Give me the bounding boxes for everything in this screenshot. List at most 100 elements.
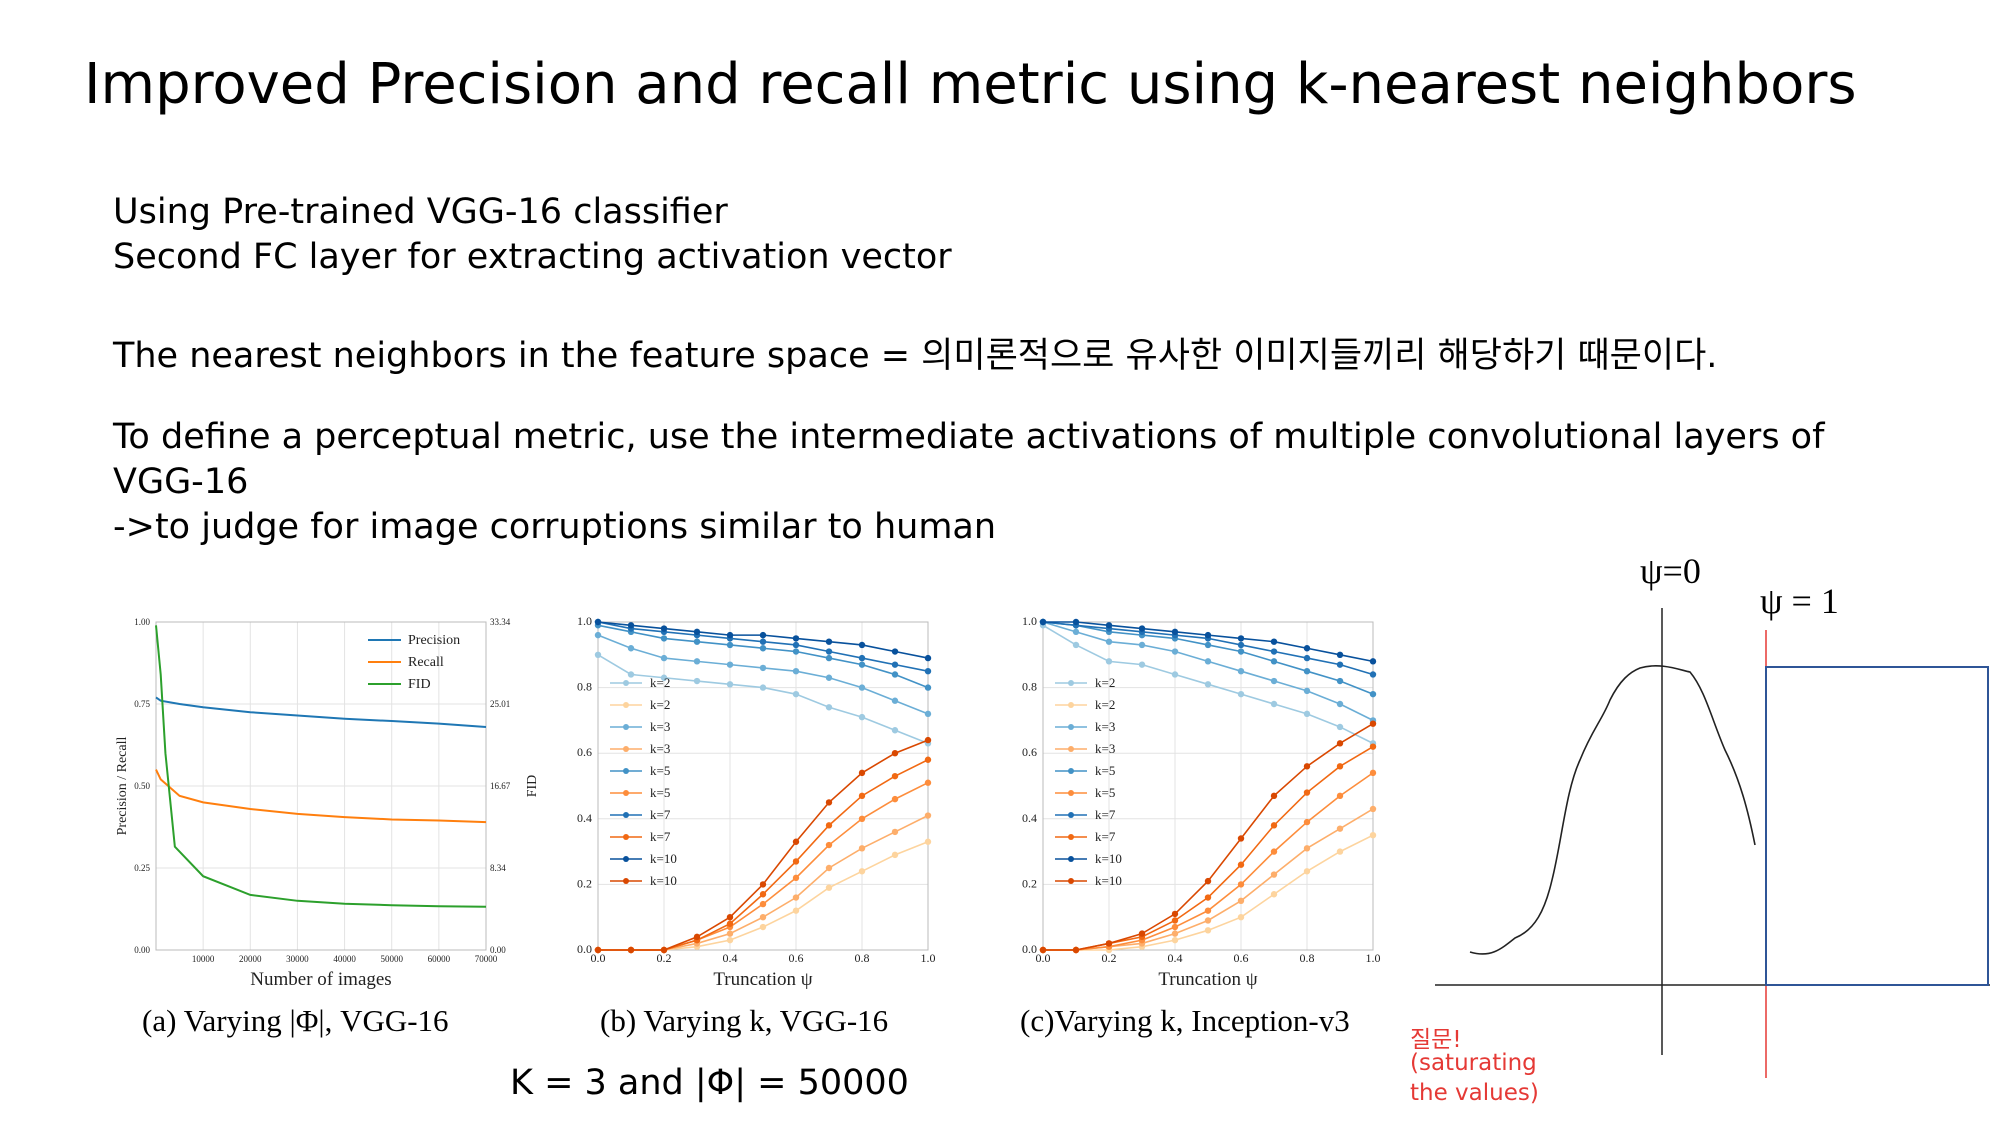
series-point	[1303, 687, 1311, 695]
series-point	[1171, 648, 1179, 655]
x-tick-label: 40000	[333, 954, 356, 964]
body-line-fc-layer: Second FC layer for extracting activatio…	[113, 237, 952, 277]
series-point	[693, 933, 701, 941]
x-tick-label: 20000	[239, 954, 262, 964]
y-tick-label: 0.4	[577, 811, 592, 825]
y2-tick-label: 8.34	[490, 863, 506, 873]
series-point	[1204, 894, 1212, 901]
body-line-judge: ->to judge for image corruptions similar…	[113, 507, 997, 547]
series-point	[1237, 881, 1245, 888]
x-tick-label: 50000	[380, 954, 403, 964]
series-point	[627, 671, 635, 678]
series-point	[792, 838, 800, 845]
series-point	[1270, 658, 1278, 665]
series-point	[1171, 671, 1179, 678]
series-point	[825, 864, 833, 872]
x-tick-label: 0.2	[1102, 951, 1117, 965]
legend-marker	[623, 878, 629, 884]
y-tick-label: 0.8	[577, 680, 592, 694]
series-point	[858, 792, 866, 800]
y-tick-label: 0.4	[1022, 811, 1037, 825]
series-point	[1237, 914, 1245, 921]
series-point	[1204, 641, 1212, 649]
series-point	[891, 671, 899, 678]
legend-marker	[1068, 702, 1074, 708]
series-point	[858, 661, 866, 668]
series-point	[759, 881, 767, 888]
series-point	[891, 697, 899, 704]
series-point	[693, 638, 701, 645]
series-point	[924, 654, 932, 662]
x-tick-label: 0.6	[1234, 951, 1249, 965]
series-point	[1105, 622, 1113, 629]
series-point	[924, 838, 932, 845]
series-point	[1237, 641, 1245, 649]
series-point	[1270, 677, 1278, 685]
series-point	[759, 684, 767, 691]
series-point	[1237, 861, 1245, 868]
series-point	[825, 638, 833, 645]
series-point	[1105, 940, 1113, 947]
legend-marker	[1068, 878, 1074, 884]
series-point	[1369, 690, 1377, 698]
series-point	[726, 661, 734, 668]
series-point	[693, 658, 701, 665]
series-point	[1369, 720, 1377, 727]
legend-marker	[623, 812, 629, 818]
series-point	[792, 648, 800, 655]
y2-tick-label: 16.67	[490, 781, 511, 791]
series-point	[1171, 910, 1179, 918]
legend-marker	[623, 702, 629, 708]
y-tick-label: 0.0	[1022, 942, 1037, 956]
series-point	[726, 920, 734, 927]
series-point	[759, 900, 767, 908]
y-tick-label: 1.0	[577, 614, 592, 628]
series-point	[759, 914, 767, 921]
x-tick-label: 1.0	[1366, 951, 1381, 965]
series-point	[1270, 648, 1278, 655]
series-point	[726, 641, 734, 649]
series-point	[1171, 628, 1179, 636]
x-tick-label: 0.4	[1168, 951, 1183, 965]
series-point	[792, 874, 800, 882]
y2-axis-label: FID	[525, 775, 540, 798]
y2-tick-label: 25.01	[490, 699, 510, 709]
y-tick-label: 0.00	[134, 945, 150, 955]
y-tick-label: 0.2	[577, 876, 592, 890]
x-tick-label: 0.0	[591, 951, 606, 965]
series-point	[1303, 818, 1311, 826]
legend-label: k=2	[650, 697, 670, 712]
y-tick-label: 0.6	[577, 745, 592, 759]
series-point	[1204, 907, 1212, 914]
series-point	[924, 668, 932, 675]
legend-label: k=3	[650, 719, 670, 734]
series-point	[1171, 917, 1179, 924]
slide-title: Improved Precision and recall metric usi…	[84, 52, 1857, 117]
series-point	[726, 930, 734, 937]
series-point	[1336, 848, 1344, 855]
caption-c: (c)Varying k, Inception-v3	[1020, 1003, 1350, 1038]
series-line-recall-k=7	[598, 759, 929, 951]
series-point	[1105, 658, 1113, 665]
series-point	[759, 664, 767, 672]
x-tick-label: 10000	[192, 954, 215, 964]
series-point	[1039, 618, 1047, 626]
series-point	[924, 736, 932, 744]
legend-marker	[1068, 834, 1074, 840]
series-point	[1303, 710, 1311, 718]
series-point	[1237, 635, 1245, 642]
x-tick-label: 70000	[475, 954, 498, 964]
series-point	[924, 756, 932, 763]
y-axis-label: Precision / Recall	[115, 737, 130, 836]
series-point	[1138, 641, 1146, 649]
series-point	[825, 674, 833, 681]
caption-a: (a) Varying |Φ|, VGG-16	[142, 1003, 449, 1038]
series-point	[693, 677, 701, 685]
series-point	[891, 661, 899, 668]
legend-label: k=7	[1095, 807, 1116, 822]
series-point	[792, 635, 800, 642]
truncation-curve	[1469, 665, 1756, 955]
legend-label: k=7	[1095, 829, 1116, 844]
series-point	[759, 631, 767, 639]
series-point	[660, 674, 668, 681]
